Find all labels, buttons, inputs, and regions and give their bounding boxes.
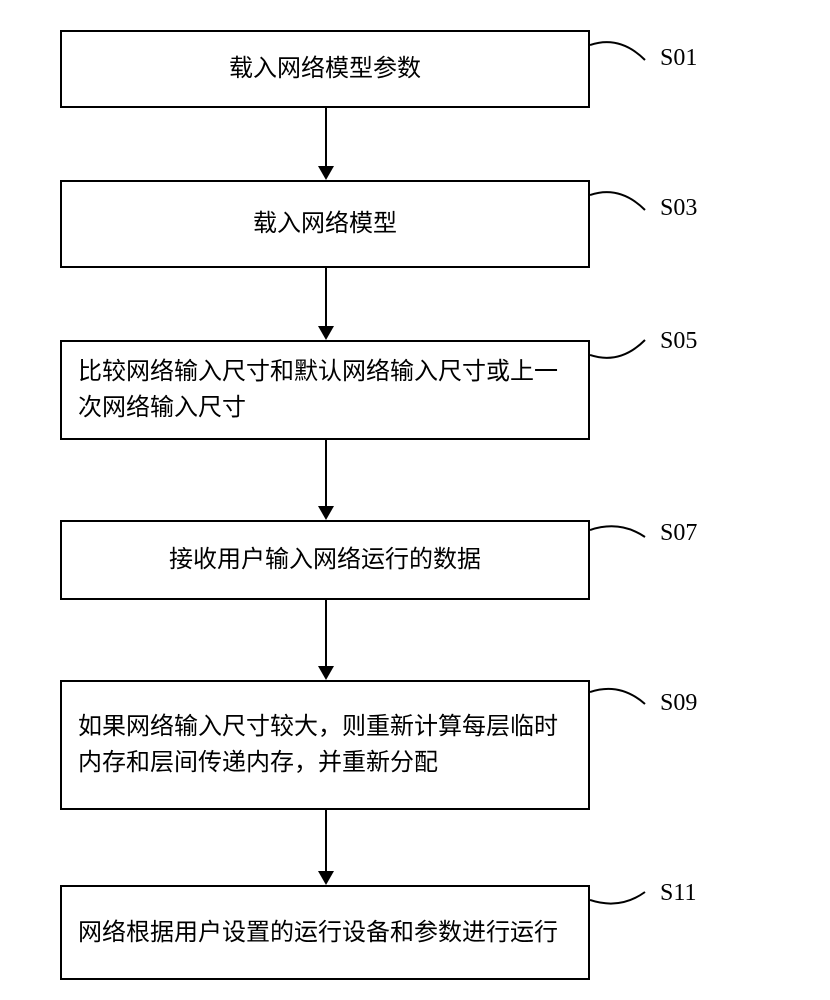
label-connector	[590, 185, 660, 225]
arrow-head	[318, 326, 334, 340]
node-text: 比较网络输入尺寸和默认网络输入尺寸或上一次网络输入尺寸	[78, 354, 572, 426]
flowchart-node-s03: 载入网络模型	[60, 180, 590, 268]
node-text: 载入网络模型	[253, 206, 397, 242]
flowchart-node-s01: 载入网络模型参数	[60, 30, 590, 108]
arrow-line	[325, 440, 327, 508]
arrow-head	[318, 166, 334, 180]
node-label-s11: S11	[660, 880, 696, 907]
arrow-line	[325, 108, 327, 168]
arrow-head	[318, 871, 334, 885]
flowchart-node-s09: 如果网络输入尺寸较大，则重新计算每层临时内存和层间传递内存，并重新分配	[60, 680, 590, 810]
flowchart-node-s05: 比较网络输入尺寸和默认网络输入尺寸或上一次网络输入尺寸	[60, 340, 590, 440]
node-label-s05: S05	[660, 328, 697, 355]
label-connector	[590, 682, 660, 722]
node-text: 如果网络输入尺寸较大，则重新计算每层临时内存和层间传递内存，并重新分配	[78, 709, 572, 781]
label-connector	[590, 35, 660, 75]
node-label-s01: S01	[660, 45, 697, 72]
node-label-s03: S03	[660, 195, 697, 222]
arrow-head	[318, 506, 334, 520]
flowchart-node-s11: 网络根据用户设置的运行设备和参数进行运行	[60, 885, 590, 980]
label-connector	[590, 880, 660, 920]
label-connector	[590, 515, 660, 555]
flowchart-node-s07: 接收用户输入网络运行的数据	[60, 520, 590, 600]
arrow-line	[325, 810, 327, 873]
label-connector	[590, 330, 660, 370]
arrow-head	[318, 666, 334, 680]
node-text: 接收用户输入网络运行的数据	[169, 542, 481, 578]
flowchart-container: 载入网络模型参数 S01 载入网络模型 S03 比较网络输入尺寸和默认网络输入尺…	[0, 0, 830, 1000]
node-text: 网络根据用户设置的运行设备和参数进行运行	[78, 915, 558, 951]
arrow-line	[325, 600, 327, 668]
arrow-line	[325, 268, 327, 328]
node-label-s07: S07	[660, 520, 697, 547]
node-text: 载入网络模型参数	[229, 51, 421, 87]
node-label-s09: S09	[660, 690, 697, 717]
